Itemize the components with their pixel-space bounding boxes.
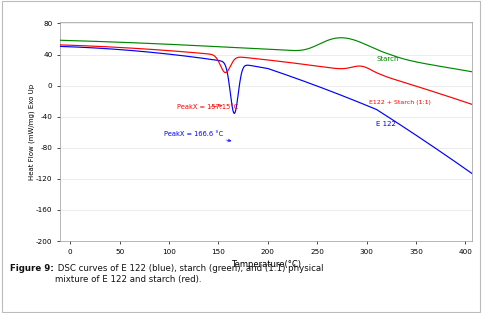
Text: E122 + Starch (1:1): E122 + Starch (1:1) <box>369 100 430 105</box>
Text: Figure 9:: Figure 9: <box>10 264 54 274</box>
Text: DSC curves of E 122 (blue), starch (green), and (1:1) physical
mixture of E 122 : DSC curves of E 122 (blue), starch (gree… <box>55 264 324 284</box>
Text: PeakX = 166.6 °C: PeakX = 166.6 °C <box>164 131 231 142</box>
Y-axis label: Heat Flow (mW/mg) Exo Up: Heat Flow (mW/mg) Exo Up <box>28 83 35 180</box>
Text: PeakX = 157.15°C: PeakX = 157.15°C <box>177 104 238 110</box>
Text: E 122: E 122 <box>375 121 395 127</box>
Text: Starch: Starch <box>376 56 399 62</box>
X-axis label: Temperature(°C): Temperature(°C) <box>231 260 301 269</box>
